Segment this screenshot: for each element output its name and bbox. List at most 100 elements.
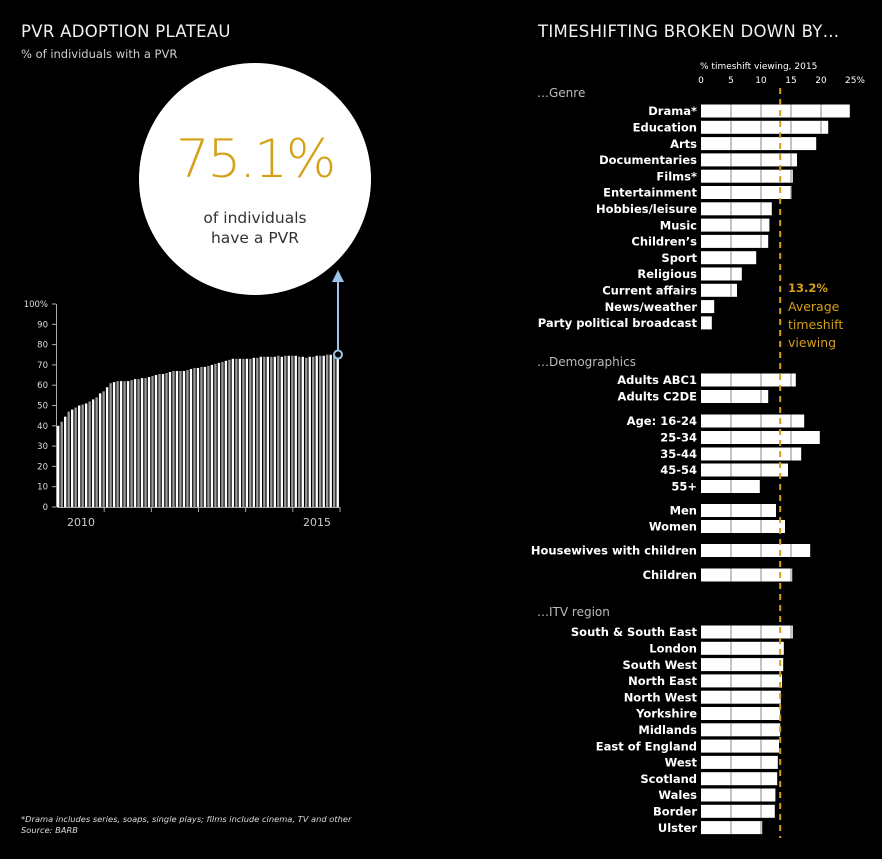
section-label: …ITV region [537, 605, 610, 619]
pvr-bar [333, 354, 336, 507]
pvr-bar [203, 366, 207, 507]
pvr-bar [228, 359, 231, 507]
pvr-bar [175, 370, 179, 507]
category-label: Age: 16-24 [627, 414, 697, 428]
timeshift-bar [701, 658, 784, 672]
category-label: West [665, 756, 698, 770]
pvr-bar [112, 382, 116, 507]
timeshift-bar [701, 234, 769, 248]
left-chart-title: PVR ADOPTION PLATEAU [21, 22, 231, 41]
timeshift-bar [701, 104, 850, 118]
pvr-bar [207, 365, 210, 507]
pvr-bar [154, 375, 158, 507]
pvr-bar [70, 409, 74, 507]
x-tick-label: 2010 [67, 516, 95, 529]
y-tick-label: 30 [37, 442, 48, 452]
pvr-bar [252, 357, 256, 507]
pvr-bar [266, 356, 270, 507]
pvr-bar [105, 387, 109, 507]
pvr-bar [231, 358, 235, 507]
average-value: 13.2% [788, 281, 828, 295]
pvr-bar [242, 358, 245, 507]
pvr-bar [126, 381, 130, 507]
pvr-bar [284, 355, 287, 507]
x-tick-label: 5 [728, 76, 734, 86]
timeshift-bar [701, 772, 778, 786]
category-label: 45-54 [660, 463, 697, 477]
category-label: Education [633, 121, 697, 135]
pvr-bar [168, 372, 172, 507]
pvr-bar [189, 368, 193, 507]
pvr-bar [245, 358, 249, 507]
timeshift-bar [701, 804, 775, 818]
category-label: Midlands [638, 723, 697, 737]
pvr-bar [308, 356, 311, 507]
y-tick-label: 70 [37, 361, 48, 371]
callout-circle [139, 63, 371, 295]
pvr-bar [151, 376, 154, 507]
pvr-bar [144, 378, 147, 507]
category-label: Sport [661, 251, 697, 265]
pvr-bar [263, 356, 266, 507]
category-label: Scotland [640, 772, 697, 786]
category-label: Yorkshire [635, 707, 697, 721]
timeshift-bar [701, 390, 769, 403]
pvr-bar [329, 354, 332, 507]
pvr-bar [259, 356, 263, 507]
x-axis-title: % timeshift viewing, 2015 [700, 62, 817, 72]
category-label: Women [649, 520, 697, 534]
category-label: Arts [670, 137, 697, 151]
pvr-bar [196, 367, 200, 507]
category-label: East of England [596, 739, 697, 753]
category-label: Hobbies/leisure [596, 202, 697, 216]
pvr-bar [200, 366, 203, 507]
pvr-bar [81, 404, 84, 507]
timeshift-bar [701, 723, 781, 737]
timeshift-bar [701, 153, 797, 167]
timeshift-bar [701, 755, 778, 769]
y-tick-label: 100% [24, 300, 48, 310]
timeshift-bar [701, 463, 788, 477]
pvr-bar [67, 411, 70, 507]
timeshift-bar [701, 202, 772, 216]
pvr-bar [291, 355, 294, 507]
category-label: Housewives with children [531, 544, 697, 558]
timeshift-bar [701, 544, 811, 557]
pvr-bar [182, 370, 186, 507]
timeshift-bar [701, 520, 785, 533]
y-tick-label: 90 [37, 320, 48, 330]
timeshift-bar [701, 283, 737, 297]
pvr-bar [77, 405, 81, 507]
category-label: 25-34 [660, 431, 697, 445]
category-label: Party political broadcast [538, 316, 698, 330]
y-tick-label: 40 [37, 422, 48, 432]
pvr-bar [277, 355, 280, 507]
pvr-bar [224, 360, 228, 507]
timeshift-bar [701, 186, 792, 199]
pvr-bar [137, 379, 140, 507]
pvr-bar [84, 403, 88, 507]
category-label: North West [624, 690, 698, 704]
average-text: viewing [788, 335, 836, 350]
pvr-bar [193, 367, 196, 507]
y-tick-label: 50 [37, 402, 48, 412]
category-label: Ulster [658, 821, 697, 835]
pvr-bar [102, 391, 105, 507]
timeshift-bar [701, 137, 817, 151]
average-text: Average [788, 299, 840, 314]
category-label: Films* [656, 169, 697, 183]
category-label: Adults C2DE [618, 390, 698, 404]
timeshift-bar [701, 267, 742, 281]
y-tick-label: 0 [43, 503, 48, 513]
pvr-bar [123, 381, 126, 507]
pvr-bar [186, 369, 189, 507]
pvr-bar [270, 356, 273, 507]
timeshift-bar [701, 447, 802, 461]
timeshift-bar [701, 169, 793, 183]
timeshift-bar [701, 707, 781, 720]
timeshift-bar [701, 739, 779, 753]
callout-text-line2: have a PVR [210, 229, 300, 247]
pvr-bar [214, 363, 217, 507]
timeshift-bar [701, 414, 805, 428]
